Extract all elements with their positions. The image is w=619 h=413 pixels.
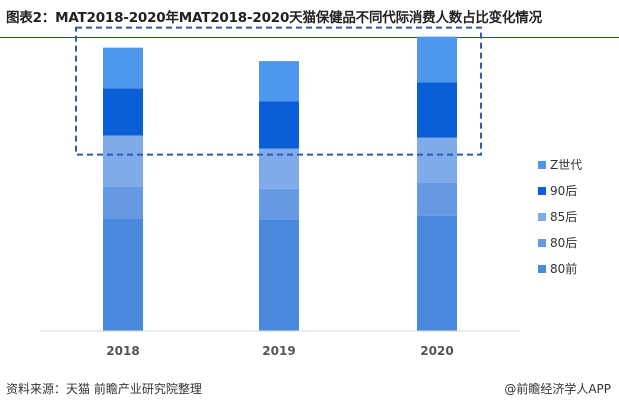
chart-title: 图表2：MAT2018-2020年MAT2018-2020天猫保健品不同代际消费…	[6, 10, 542, 26]
legend-marker-80后	[538, 239, 546, 247]
legend-label-80后: 80后	[550, 236, 577, 250]
bar-2020-90后	[417, 82, 457, 138]
x-tick-labels: 2018 2019 2020	[106, 344, 453, 358]
title-divider	[0, 37, 619, 38]
bar-2019-80后	[259, 188, 299, 220]
x-tick-label-2018: 2018	[106, 344, 139, 358]
bar-2020-80后	[417, 182, 457, 216]
bar-2019-Z世代	[259, 61, 299, 102]
bar-2019-90后	[259, 101, 299, 149]
brand-label: @前瞻经济学人APP	[504, 382, 611, 396]
bar-2018-85后	[103, 135, 143, 187]
legend-label-Z世代: Z世代	[550, 158, 582, 172]
legend-label-90后: 90后	[550, 184, 577, 198]
legend-marker-Z世代	[538, 161, 546, 169]
source-note: 资料来源：天猫 前瞻产业研究院整理	[6, 382, 202, 396]
bar-2020-85后	[417, 137, 457, 183]
bar-2020-80前	[417, 215, 457, 331]
highlight-box-layer	[75, 26, 482, 156]
x-tick-label-2020: 2020	[420, 344, 453, 358]
legend-label-80前: 80前	[550, 261, 577, 276]
highlight-box	[75, 26, 482, 156]
bar-2018-80前	[103, 218, 143, 331]
legend-marker-85后	[538, 213, 546, 221]
bar-2018-80后	[103, 186, 143, 219]
bar-2020-Z世代	[417, 36, 457, 83]
bars	[103, 36, 457, 331]
legend-label-85后: 85后	[550, 210, 577, 224]
legend-marker-80前	[538, 265, 546, 273]
bar-2018-90后	[103, 88, 143, 136]
bar-2018-Z世代	[103, 47, 143, 89]
legend-marker-90后	[538, 187, 546, 195]
bar-2019-80前	[259, 219, 299, 331]
legend: Z世代 90后 85后 80后 80前	[538, 158, 582, 276]
x-tick-label-2019: 2019	[262, 344, 295, 358]
